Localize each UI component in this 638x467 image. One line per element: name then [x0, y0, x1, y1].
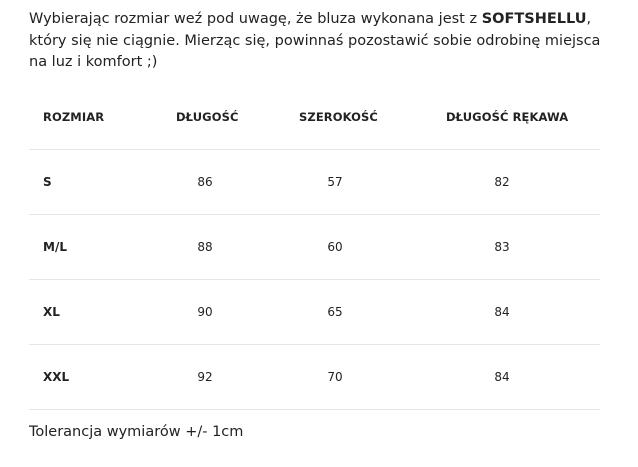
- intro-text-before: Wybierając rozmiar weź pod uwagę, że blu…: [29, 11, 482, 27]
- table-row: S 86 57 82: [29, 150, 600, 215]
- sleeve-length-cell: 84: [494, 305, 510, 319]
- length-cell: 86: [197, 175, 213, 189]
- size-cell: M/L: [43, 240, 67, 254]
- header-rozmiar: ROZMIAR: [43, 110, 105, 124]
- width-cell: 60: [327, 240, 343, 254]
- size-table: ROZMIAR DŁUGOŚĆ SZEROKOŚĆ DŁUGOŚĆ RĘKAWA…: [29, 85, 600, 410]
- intro-text-after: , który się nie ciągnie. Mierząc się, po…: [29, 11, 601, 70]
- sleeve-length-cell: 82: [494, 175, 510, 189]
- size-cell: XXL: [43, 370, 70, 384]
- width-cell: 65: [327, 305, 343, 319]
- header-szerokosc: SZEROKOŚĆ: [299, 110, 378, 124]
- header-dlugosc: DŁUGOŚĆ: [176, 110, 239, 124]
- intro-highlight: SOFTSHELLU: [481, 11, 587, 27]
- tolerance-note: Tolerancja wymiarów +/- 1cm: [29, 424, 244, 440]
- size-cell: S: [43, 175, 52, 189]
- length-cell: 88: [197, 240, 213, 254]
- width-cell: 57: [327, 175, 343, 189]
- table-row: XL 90 65 84: [29, 280, 600, 345]
- table-row: M/L 88 60 83: [29, 215, 600, 280]
- sleeve-length-cell: 84: [494, 370, 510, 384]
- sleeve-length-cell: 83: [494, 240, 510, 254]
- header-dlugosc-rekawa: DŁUGOŚĆ RĘKAWA: [446, 110, 569, 124]
- table-header-row: ROZMIAR DŁUGOŚĆ SZEROKOŚĆ DŁUGOŚĆ RĘKAWA: [29, 85, 600, 150]
- size-cell: XL: [43, 305, 60, 319]
- length-cell: 90: [197, 305, 213, 319]
- width-cell: 70: [327, 370, 343, 384]
- intro-paragraph: Wybierając rozmiar weź pod uwagę, że blu…: [29, 9, 609, 74]
- table-row: XXL 92 70 84: [29, 345, 600, 410]
- length-cell: 92: [197, 370, 213, 384]
